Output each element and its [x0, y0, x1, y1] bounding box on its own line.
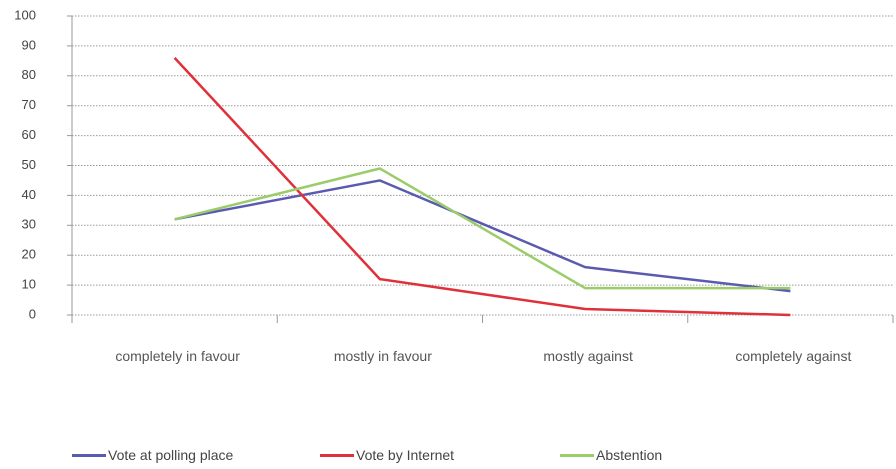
y-tick-label: 80 [22, 67, 36, 82]
y-tick-label: 20 [22, 247, 36, 262]
legend-item: Vote at polling place [72, 447, 233, 463]
legend-swatch [72, 453, 106, 457]
series-line [174, 179, 791, 293]
x-tick-label: mostly against [543, 348, 633, 364]
x-tick-label: completely in favour [115, 348, 240, 364]
legend-swatch [320, 453, 354, 457]
legend-label: Vote at polling place [108, 447, 234, 463]
legend-item: Abstention [560, 447, 662, 463]
legend-swatch [560, 453, 594, 457]
y-tick-label: 10 [22, 277, 36, 292]
y-tick-label: 90 [22, 37, 36, 52]
y-tick-label: 70 [22, 97, 36, 112]
x-tick-label: mostly in favour [333, 348, 432, 364]
legend-label: Abstention [596, 447, 663, 463]
x-tick-label: completely against [735, 348, 852, 364]
y-tick-label: 100 [14, 7, 36, 22]
series-line [173, 57, 791, 317]
legend-label: Vote by Internet [356, 447, 455, 463]
y-tick-label: 60 [22, 127, 36, 142]
y-tick-label: 50 [22, 157, 36, 172]
legend-item: Vote by Internet [320, 447, 454, 463]
y-tick-label: 30 [22, 217, 36, 232]
series-line [174, 167, 791, 290]
y-tick-label: 0 [29, 306, 36, 321]
y-tick-label: 40 [22, 187, 36, 202]
